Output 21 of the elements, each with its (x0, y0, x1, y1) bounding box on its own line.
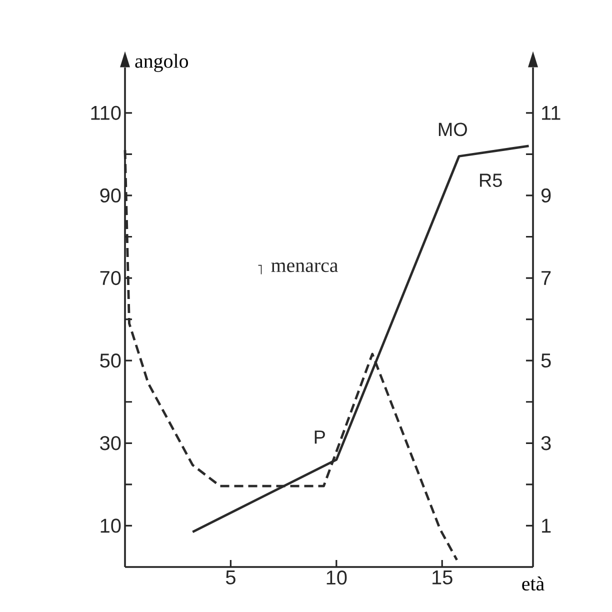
y2-tick-label: 5 (541, 354, 551, 368)
annotation: MO (438, 122, 467, 136)
y-tick-label: 90 (100, 188, 121, 203)
x-tick-label: 15 (432, 570, 452, 584)
y2-tick-label: 9 (541, 188, 551, 203)
x-tick-label: 5 (226, 570, 236, 584)
x-axis-title: età (522, 576, 544, 591)
x-tick-label: 10 (326, 570, 347, 585)
y2-tick-label: 11 (542, 106, 560, 120)
y2-tick-label: 1 (542, 518, 551, 533)
y-tick-label: 50 (100, 354, 121, 368)
y-tick-label: 30 (100, 436, 121, 450)
annotation: R5 (480, 174, 502, 187)
y-tick-label: 70 (100, 270, 121, 286)
y-tick-label: 10 (100, 518, 121, 533)
annotation: menarca (271, 262, 338, 272)
y2-tick-label: 7 (542, 271, 551, 285)
annotation: P (314, 430, 325, 444)
y2-tick-label: 3 (541, 436, 551, 450)
y-tick-label: 110 (91, 106, 121, 120)
y-axis-title: angolo (135, 54, 188, 72)
